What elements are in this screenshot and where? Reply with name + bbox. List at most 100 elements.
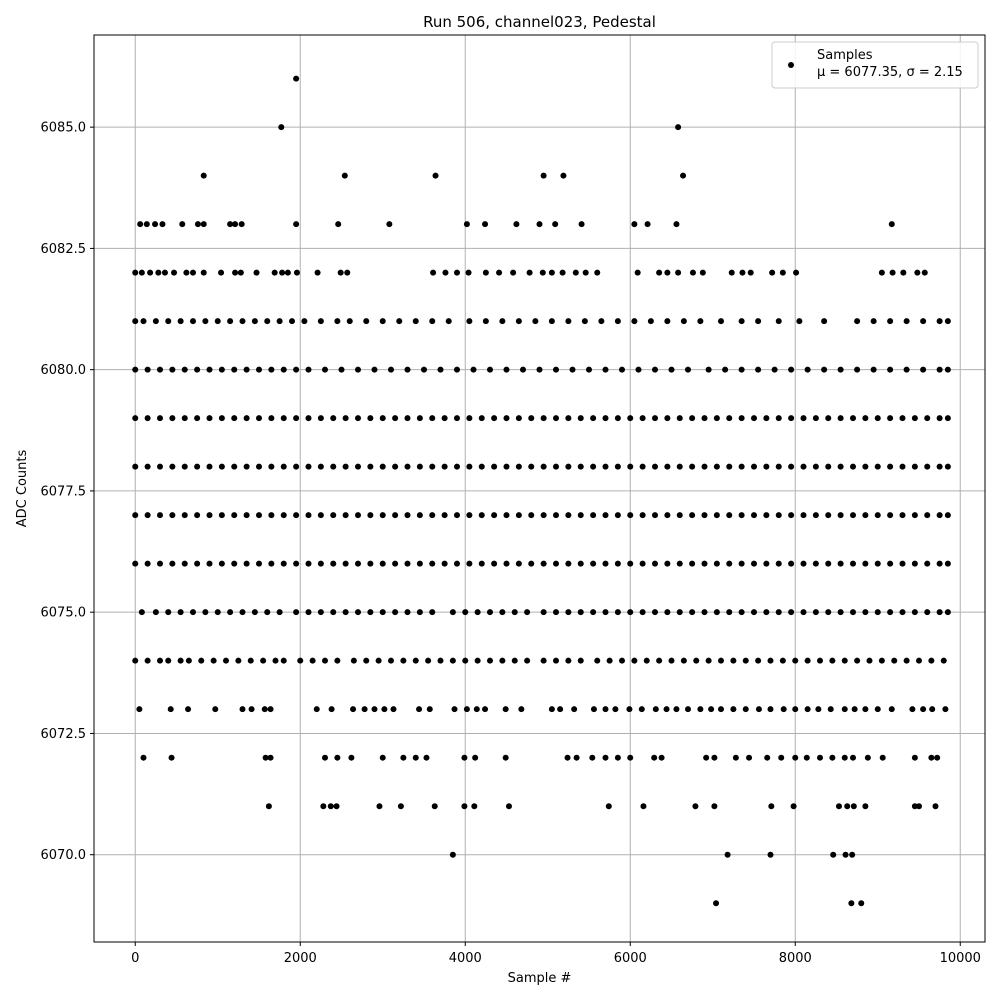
data-point xyxy=(392,463,399,470)
data-point xyxy=(171,269,178,276)
data-point xyxy=(355,560,361,567)
y-tick-label: 6085.0 xyxy=(41,121,87,136)
data-point xyxy=(911,754,918,761)
data-point xyxy=(693,657,700,664)
data-point xyxy=(676,609,683,616)
data-point xyxy=(920,706,927,713)
data-point xyxy=(528,560,535,567)
data-point xyxy=(553,366,559,373)
data-point xyxy=(379,463,386,470)
data-point xyxy=(724,851,731,858)
data-point xyxy=(788,366,795,373)
data-point xyxy=(367,512,374,519)
data-point xyxy=(179,221,186,228)
data-point xyxy=(924,609,931,616)
data-point xyxy=(143,221,150,228)
data-point xyxy=(565,463,572,470)
data-point xyxy=(416,415,423,422)
data-point xyxy=(936,560,943,567)
data-point xyxy=(718,318,724,325)
x-tick-label: 8000 xyxy=(779,951,812,966)
data-point xyxy=(887,560,894,567)
data-point xyxy=(728,269,735,276)
data-point xyxy=(594,269,601,276)
data-point xyxy=(181,560,188,567)
data-point xyxy=(924,560,931,567)
data-point xyxy=(792,706,799,713)
data-point xyxy=(227,221,234,228)
data-point xyxy=(944,609,951,616)
data-point xyxy=(701,609,708,616)
data-point xyxy=(647,318,654,325)
data-point xyxy=(788,560,795,567)
data-point xyxy=(157,415,163,422)
data-point xyxy=(461,803,468,810)
x-tick-label: 6000 xyxy=(614,951,647,966)
plot-frame xyxy=(93,34,986,943)
data-point xyxy=(363,318,370,325)
data-point xyxy=(262,754,269,761)
data-point xyxy=(767,657,774,664)
data-point xyxy=(685,706,691,713)
data-point xyxy=(256,560,262,567)
data-point xyxy=(137,221,144,228)
data-point xyxy=(676,512,683,519)
data-point xyxy=(338,366,345,373)
data-point xyxy=(499,657,506,664)
data-point xyxy=(732,754,739,761)
data-point xyxy=(792,754,799,761)
data-point xyxy=(132,415,139,422)
data-point xyxy=(267,754,274,761)
data-point xyxy=(553,463,559,470)
data-point xyxy=(837,463,844,470)
data-point xyxy=(441,415,448,422)
data-point xyxy=(590,512,597,519)
data-point xyxy=(726,415,733,422)
data-point xyxy=(429,318,436,325)
data-point xyxy=(718,657,724,664)
data-point xyxy=(190,269,196,276)
data-point xyxy=(887,415,894,422)
data-point xyxy=(590,463,597,470)
data-point xyxy=(515,415,522,422)
data-point xyxy=(800,512,807,519)
data-point xyxy=(317,463,324,470)
data-point xyxy=(416,706,423,713)
x-tick-label: 2000 xyxy=(284,951,317,966)
data-point xyxy=(232,221,239,228)
data-point xyxy=(482,318,489,325)
data-point xyxy=(652,366,658,373)
data-point xyxy=(132,512,139,519)
data-point xyxy=(701,463,708,470)
data-point xyxy=(751,560,757,567)
data-point xyxy=(788,463,795,470)
data-point xyxy=(602,366,609,373)
data-point xyxy=(664,463,671,470)
data-point xyxy=(161,269,168,276)
legend-marker xyxy=(788,62,794,68)
data-point xyxy=(553,657,559,664)
data-point xyxy=(652,512,658,519)
data-point xyxy=(711,803,718,810)
data-point xyxy=(243,366,250,373)
data-point xyxy=(708,706,715,713)
data-point xyxy=(454,560,460,567)
data-point xyxy=(470,366,477,373)
data-point xyxy=(237,269,244,276)
data-point xyxy=(518,706,525,713)
data-point xyxy=(276,318,283,325)
legend-stats: μ = 6077.35, σ = 2.15 xyxy=(817,65,963,80)
data-point xyxy=(194,463,201,470)
data-point xyxy=(835,803,842,810)
data-point xyxy=(293,221,300,228)
data-point xyxy=(668,657,675,664)
data-point xyxy=(540,657,547,664)
data-point xyxy=(887,463,894,470)
data-point xyxy=(788,609,795,616)
data-point xyxy=(280,560,287,567)
data-point xyxy=(441,560,448,567)
data-point xyxy=(152,221,159,228)
data-point xyxy=(676,560,683,567)
data-point xyxy=(536,221,543,228)
data-point xyxy=(511,657,518,664)
